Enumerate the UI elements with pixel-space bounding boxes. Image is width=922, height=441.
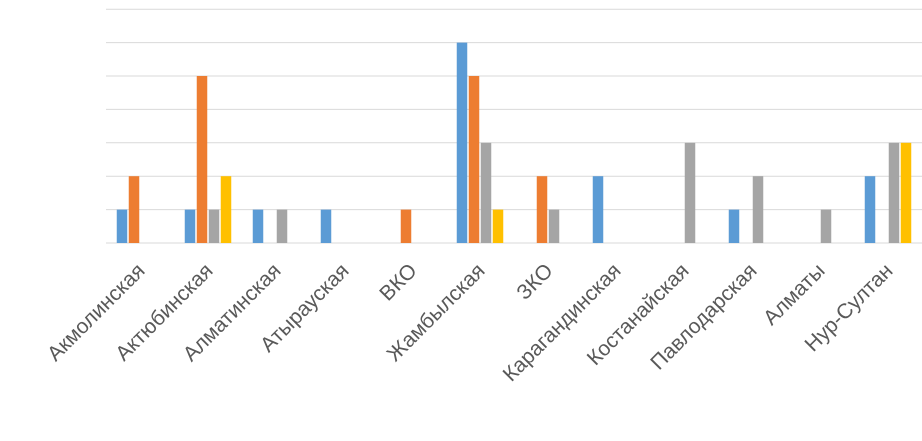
bar [492, 209, 504, 243]
bar [116, 209, 128, 243]
bar [400, 209, 412, 243]
bar [220, 176, 232, 243]
bar [184, 209, 196, 243]
bar [684, 142, 696, 243]
bar [480, 142, 492, 243]
bar [320, 209, 332, 243]
bar [592, 176, 604, 243]
bar [196, 76, 208, 243]
category-labels: АкмолинскаяАктюбинскаяАлматинскаяАтыраус… [43, 259, 898, 386]
bar [128, 176, 140, 243]
category-label: ЗКО [512, 259, 557, 304]
category-label: Карагандинская [499, 259, 626, 386]
bar [536, 176, 548, 243]
bar [728, 209, 740, 243]
category-label: Алматы [759, 259, 829, 329]
category-label: ВКО [375, 259, 421, 305]
bar [820, 209, 832, 243]
bar [208, 209, 220, 243]
bars [116, 42, 912, 243]
bar [864, 176, 876, 243]
bar [900, 142, 912, 243]
bar [276, 209, 288, 243]
bar [252, 209, 264, 243]
gridlines [106, 8, 922, 244]
bar [548, 209, 560, 243]
bar [456, 42, 468, 243]
bar [888, 142, 900, 243]
bar [752, 176, 764, 243]
bar [468, 76, 480, 243]
